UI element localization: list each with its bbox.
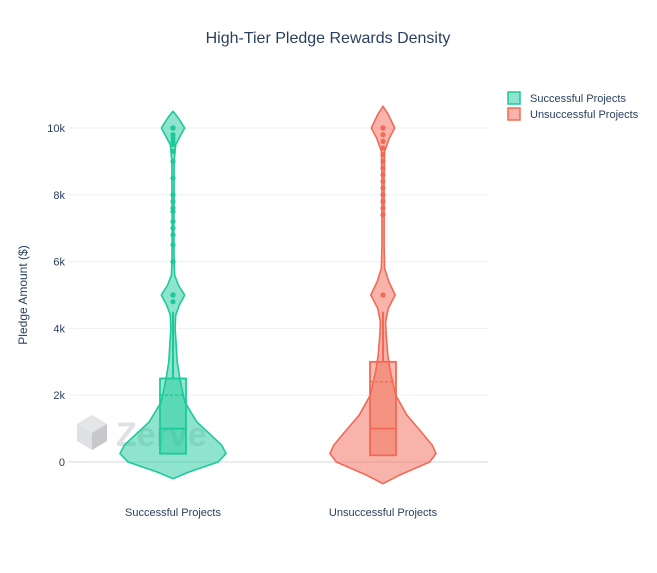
y-axis-title: Pledge Amount ($) <box>16 245 30 344</box>
watermark-cube-icon <box>77 415 107 450</box>
y-tick-label: 6k <box>53 257 65 269</box>
legend-swatch <box>507 91 521 105</box>
outlier-point <box>380 165 386 171</box>
outlier-point <box>170 232 176 238</box>
x-tick-label: Unsuccessful Projects <box>329 507 438 519</box>
legend-label: Unsuccessful Projects <box>530 109 639 121</box>
outlier-point <box>380 172 386 178</box>
outlier-point <box>380 205 386 211</box>
outlier-point <box>380 125 386 131</box>
outlier-point <box>380 138 386 144</box>
outlier-point <box>170 242 176 248</box>
outlier-point <box>380 292 386 298</box>
outlier-point <box>380 152 386 158</box>
y-tick-label: 10k <box>47 123 65 135</box>
x-tick-label: Successful Projects <box>125 507 221 519</box>
y-tick-label: 2k <box>53 390 65 402</box>
x-tick-labels: Successful Projects Unsuccessful Projects <box>125 507 438 519</box>
outlier-point <box>380 185 386 191</box>
y-tick-label: 0 <box>59 457 65 469</box>
legend-item[interactable]: Unsuccessful Projects <box>507 107 639 121</box>
outlier-point <box>170 175 176 181</box>
outlier-point <box>170 132 176 138</box>
outlier-point <box>380 145 386 151</box>
outlier-point <box>170 259 176 265</box>
box <box>159 377 187 455</box>
outlier-point <box>170 299 176 305</box>
outlier-point <box>170 158 176 164</box>
y-tick-label: 4k <box>53 323 65 335</box>
y-tick-labels: 0 2k 4k 6k 8k 10k <box>47 123 65 469</box>
outlier-point <box>380 158 386 164</box>
legend-swatch <box>507 107 521 121</box>
outlier-point <box>380 192 386 198</box>
legend[interactable]: Successful Projects Unsuccessful Projects <box>507 91 639 121</box>
legend-item[interactable]: Successful Projects <box>507 91 626 105</box>
outlier-point <box>380 178 386 185</box>
legend-label: Successful Projects <box>530 93 626 105</box>
chart-title: High-Tier Pledge Rewards Density <box>206 30 451 47</box>
outlier-point <box>170 198 176 205</box>
outlier-point <box>170 292 176 298</box>
outlier-point <box>170 225 176 231</box>
outlier-point <box>380 132 386 138</box>
violins <box>119 105 437 485</box>
outlier-point <box>170 148 176 154</box>
outlier-point <box>170 125 176 131</box>
box <box>369 360 397 457</box>
gridlines <box>68 127 488 463</box>
y-tick-label: 8k <box>53 190 65 202</box>
outlier-point <box>170 218 176 225</box>
outlier-point <box>170 205 176 211</box>
violin-unsuccessful <box>329 105 437 485</box>
violin-successful <box>119 110 227 480</box>
outlier-point <box>170 192 176 198</box>
outlier-point <box>380 198 386 205</box>
outlier-point <box>380 212 386 218</box>
